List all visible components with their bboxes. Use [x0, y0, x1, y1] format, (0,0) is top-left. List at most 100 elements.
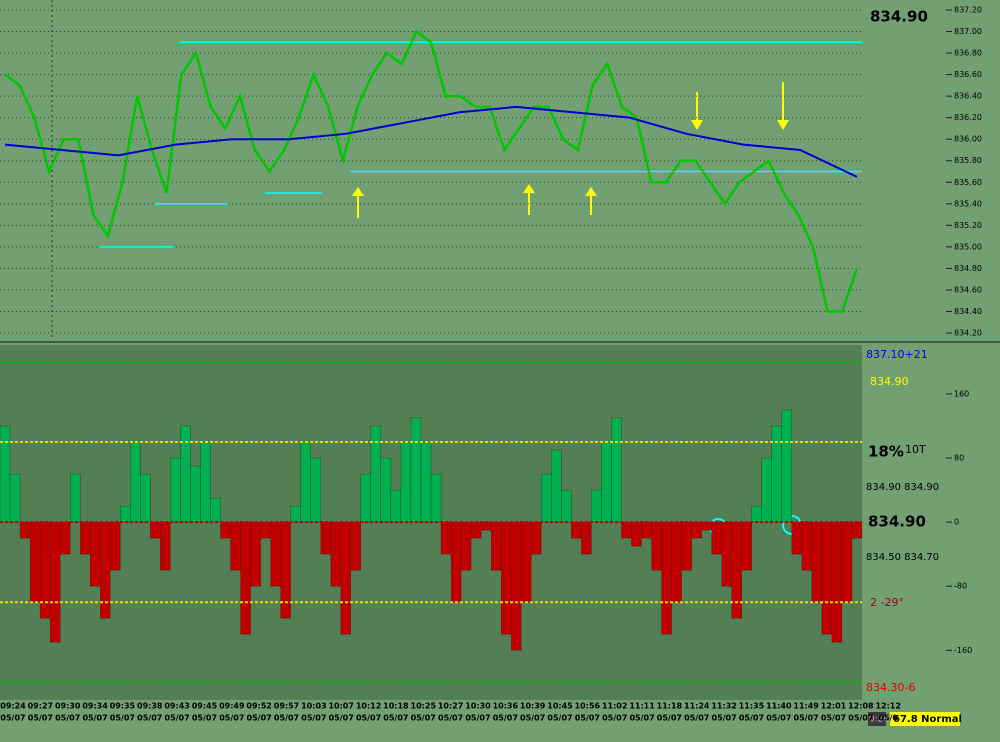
y-tick-label: 0: [954, 518, 959, 527]
x-tick-label: 10:25: [411, 702, 437, 711]
bar: [400, 441, 412, 523]
annotation: 834.90: [868, 513, 926, 531]
last-price: 834.90: [870, 8, 928, 26]
bar: [731, 521, 742, 619]
x-tick-date: 05/07: [602, 714, 627, 723]
bar: [430, 473, 442, 523]
x-tick-date: 05/07: [465, 714, 490, 723]
x-tick-date: 05/07: [356, 714, 381, 723]
bar: [761, 457, 772, 523]
x-tick-date: 05/07: [657, 714, 682, 723]
bar: [39, 521, 51, 619]
bar: [390, 489, 402, 523]
bar: [561, 489, 572, 523]
y-tick-label: 836.80: [954, 49, 982, 58]
bar: [59, 521, 71, 555]
x-tick-label: 11:35: [739, 702, 765, 711]
bar: [0, 425, 11, 523]
x-tick-date: 05/07: [0, 714, 25, 723]
bar: [831, 521, 843, 643]
bar: [541, 473, 552, 523]
bar: [661, 521, 672, 635]
bar: [821, 521, 833, 635]
series-line: [4, 105, 858, 178]
y-tick-label: 835.60: [954, 178, 982, 187]
x-tick-label: 09:34: [82, 702, 108, 711]
bar: [581, 521, 592, 555]
bar: [260, 521, 271, 539]
bar: [29, 521, 41, 603]
bar: [230, 521, 241, 571]
y-tick-label: 837.00: [954, 27, 982, 36]
status-text: 67.8 Normal: [893, 714, 962, 725]
x-tick-label: 11:32: [711, 702, 736, 711]
y-tick-label: 834.40: [954, 307, 982, 316]
bar: [571, 521, 582, 539]
x-tick-label: 09:27: [28, 702, 53, 711]
x-tick-label: 10:45: [547, 702, 573, 711]
x-tick-date: 05/07: [794, 714, 819, 723]
x-tick-label: 10:07: [328, 702, 353, 711]
bar: [851, 521, 863, 539]
bar: [140, 473, 151, 523]
bar: [350, 521, 361, 571]
annotation: 834.90: [870, 375, 909, 388]
x-tick-label: 09:57: [274, 702, 299, 711]
x-tick-label: 10:39: [520, 702, 546, 711]
bar: [200, 441, 211, 523]
bar: [210, 497, 221, 523]
y-tick-label: 835.20: [954, 221, 982, 230]
bar: [531, 521, 542, 555]
bar: [49, 521, 61, 643]
y-tick-label: 835.80: [954, 156, 982, 165]
bar: [671, 521, 682, 603]
bar: [280, 521, 291, 619]
x-tick-label: 10:30: [465, 702, 491, 711]
bar: [330, 521, 341, 587]
x-tick-label: 09:52: [246, 702, 271, 711]
x-tick-label: 09:45: [192, 702, 218, 711]
x-tick-date: 05/07: [821, 714, 846, 723]
annotation: 837.10+21: [866, 348, 928, 361]
bar: [70, 473, 81, 523]
x-tick-date: 05/07: [493, 714, 518, 723]
y-tick-label: 834.60: [954, 285, 982, 294]
y-tick-label: 836.00: [954, 135, 982, 144]
annotation: 834.50 834.70: [866, 552, 939, 563]
bar: [440, 521, 452, 555]
bar: [100, 521, 111, 619]
x-tick-label: 11:11: [629, 702, 655, 711]
x-tick-date: 05/07: [520, 714, 545, 723]
annotation: 834.90 834.90: [866, 482, 939, 493]
bar: [751, 505, 762, 523]
bar: [360, 473, 372, 523]
bar: [110, 521, 121, 571]
bar: [460, 521, 472, 571]
bar: [631, 521, 642, 547]
status-box: [868, 712, 886, 726]
x-tick-label: 10:18: [383, 702, 409, 711]
bar: [170, 457, 181, 523]
x-tick-label: 11:40: [766, 702, 792, 711]
bar: [811, 521, 823, 603]
x-tick-date: 05/07: [55, 714, 80, 723]
arrow-down: [691, 92, 703, 130]
bar: [130, 441, 141, 523]
bar: [220, 521, 231, 539]
x-tick-label: 10:36: [493, 702, 519, 711]
bar: [501, 521, 512, 635]
x-tick-label: 11:49: [793, 702, 819, 711]
y-tick-label: 835.00: [954, 242, 982, 251]
bar: [551, 449, 562, 523]
x-tick-date: 05/07: [110, 714, 135, 723]
bar: [250, 521, 261, 587]
y-tick-label: 836.60: [954, 70, 982, 79]
y-tick-label: 836.20: [954, 113, 982, 122]
x-tick-label: 11:24: [684, 702, 710, 711]
y-tick-label: -80: [954, 582, 967, 591]
x-tick-label: 11:18: [657, 702, 683, 711]
bar: [450, 521, 462, 603]
bar: [681, 521, 692, 571]
bar: [270, 521, 281, 587]
